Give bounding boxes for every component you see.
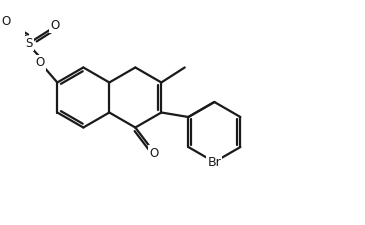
- Text: O: O: [35, 56, 45, 70]
- Text: S: S: [25, 37, 32, 50]
- Text: Br: Br: [207, 155, 221, 169]
- Text: O: O: [50, 19, 59, 32]
- Text: O: O: [2, 15, 11, 28]
- Text: O: O: [149, 146, 158, 160]
